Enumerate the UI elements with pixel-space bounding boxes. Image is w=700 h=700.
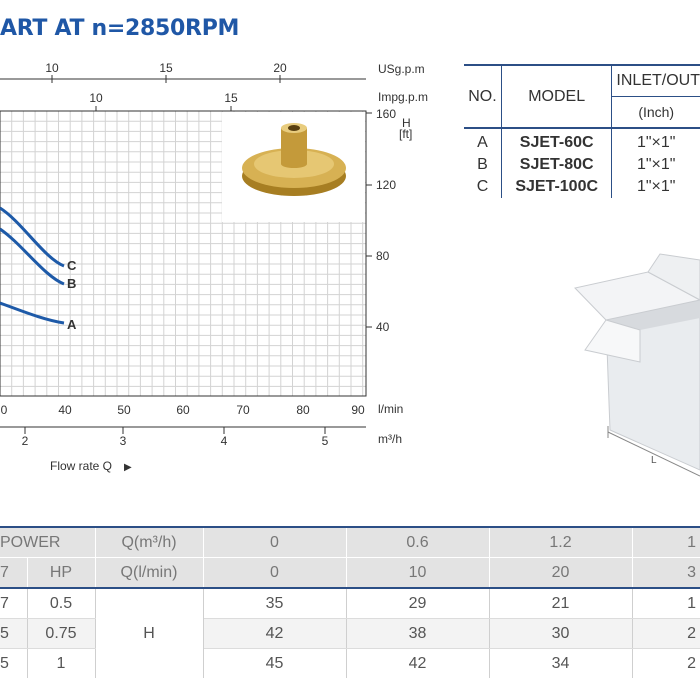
h-value: 21 (489, 588, 633, 619)
usgpm-tick-label: 20 (273, 61, 287, 75)
curve-label-c: C (67, 258, 77, 273)
head-ticks: 160 120 80 40 (366, 107, 396, 334)
row-no: C (464, 176, 502, 198)
chart-title: ART AT n=2850RPM (0, 16, 240, 41)
q-m3h-value: 0.6 (346, 526, 490, 558)
head-tick-label: 80 (376, 249, 390, 263)
q-lmin-value: 20 (489, 557, 633, 589)
head-tick-label: 120 (376, 178, 396, 192)
usgpm-ticks: 10 15 20 (45, 61, 287, 83)
kw-value: 5 (0, 648, 28, 678)
h-value: 42 (346, 648, 490, 678)
q-m3h-value: 0 (203, 526, 347, 558)
lmin-tick-label: 60 (176, 403, 190, 417)
col-model-header: MODEL (501, 64, 613, 129)
impgpm-tick-label: 15 (224, 91, 238, 105)
row-model: SJET-100C (501, 176, 613, 198)
table-row: POWER Q(m³/h) 0 0.6 1.2 1 (0, 526, 700, 558)
h-value: 2 (687, 654, 696, 672)
table-row: 5 1 45 42 34 2 (0, 648, 700, 678)
h-value: 38 (346, 618, 490, 649)
q-lmin-value: 0 (203, 557, 347, 589)
row-inlet: 1"×1" (636, 156, 676, 173)
lmin-tick-label: 90 (351, 403, 365, 417)
head-tick-label: 40 (376, 320, 390, 334)
head-unit-h: H (402, 116, 411, 130)
table-row: B SJET-80C 1"×1" (464, 154, 700, 176)
q-lmin-value: 3 (632, 557, 700, 589)
q-lmin-header: Q(l/min) (95, 557, 204, 589)
row-model: SJET-80C (501, 154, 613, 176)
h-value: 35 (203, 588, 347, 619)
head-unit-ft: [ft] (399, 127, 412, 141)
curve-a (0, 301, 65, 325)
lmin-tick-label: 70 (236, 403, 250, 417)
impgpm-tick-label: 10 (89, 91, 103, 105)
curve-c (0, 206, 65, 268)
m3h-unit: m³/h (378, 432, 402, 446)
col-inlet-header: INLET/OUT (611, 64, 700, 97)
model-table: NO. MODEL INLET/OUT (Inch) A SJET-60C 1"… (464, 64, 700, 198)
h-value: 2 (632, 618, 700, 649)
h-value: 29 (346, 588, 490, 619)
curve-b (0, 227, 65, 286)
lmin-tick-label: 0 (1, 403, 8, 417)
row-model: SJET-60C (501, 128, 613, 154)
h-value: 42 (203, 618, 347, 649)
m3h-tick-label: 3 (120, 434, 127, 448)
flow-rate-label: Flow rate Q (50, 459, 112, 473)
lmin-unit: l/min (378, 402, 403, 416)
table-row: 7 0.5 H 35 29 21 1 (0, 588, 700, 678)
q-m3h-value: 1 (632, 526, 700, 558)
m3h-tick-label: 2 (22, 434, 29, 448)
lmin-tick-label: 80 (296, 403, 310, 417)
usgpm-unit: USg.p.m (378, 62, 425, 76)
chart-frame (0, 110, 367, 397)
q-m3h-value: 1.2 (489, 526, 633, 558)
table-row: 7 HP Q(l/min) 0 10 20 3 (0, 557, 700, 589)
lmin-tick-label: 50 (117, 403, 131, 417)
table-row: A SJET-60C 1"×1" (464, 128, 700, 154)
q-m3h-header: Q(m³/h) (95, 526, 204, 558)
kw-value: 5 (0, 618, 28, 649)
row-inlet: 1"×1" (636, 178, 676, 195)
col-inlet-unit: (Inch) (611, 96, 700, 129)
lmin-tick-label: 40 (58, 403, 72, 417)
power-header: POWER (0, 526, 96, 558)
row-no: A (464, 128, 502, 154)
usgpm-tick-label: 10 (45, 61, 59, 75)
performance-chart: 10 15 20 USg.p.m 10 15 Impg.p.m 1601208040 … (0, 61, 700, 477)
h-value: 1 (632, 588, 700, 619)
brass-impeller-icon (242, 123, 346, 196)
m3h-tick-label: 5 (322, 434, 329, 448)
kw-value: 7 (0, 588, 28, 619)
q-lmin-value: 10 (346, 557, 490, 589)
h-value: 45 (203, 648, 347, 678)
head-tick-label: 160 (376, 107, 396, 121)
row-inlet: 1"×1" (636, 134, 676, 151)
h-value: 30 (489, 618, 633, 649)
m3h-ticks: 2 3 4 5 (22, 427, 329, 448)
curve-label-b: B (67, 276, 76, 291)
hp-value: 0.5 (27, 588, 96, 619)
table-row: C SJET-100C 1"×1" (464, 176, 700, 198)
carton-dimension-label: L (651, 455, 657, 466)
hp-value: 0.75 (27, 618, 96, 649)
impgpm-unit: Impg.p.m (378, 90, 428, 104)
hp-header: HP (27, 557, 96, 589)
performance-table: POWER Q(m³/h) 0 0.6 1.2 1 7 HP Q(l/min) … (0, 526, 700, 678)
usgpm-tick-label: 15 (159, 61, 173, 75)
impgpm-ticks: 10 15 (89, 91, 238, 111)
lmin-ticks: 0 40 50 60 70 80 90 (1, 403, 365, 417)
flow-arrow-icon: ▶ (124, 462, 132, 473)
kw-header: 7 (0, 557, 28, 589)
row-no: B (464, 154, 502, 176)
carton-box-icon (574, 253, 700, 477)
h-value: 34 (489, 648, 633, 678)
m3h-tick-label: 4 (221, 434, 228, 448)
hp-value: 1 (27, 648, 96, 678)
col-no-header: NO. (464, 64, 502, 129)
h-label: H (95, 588, 204, 678)
curve-label-a: A (67, 317, 77, 332)
